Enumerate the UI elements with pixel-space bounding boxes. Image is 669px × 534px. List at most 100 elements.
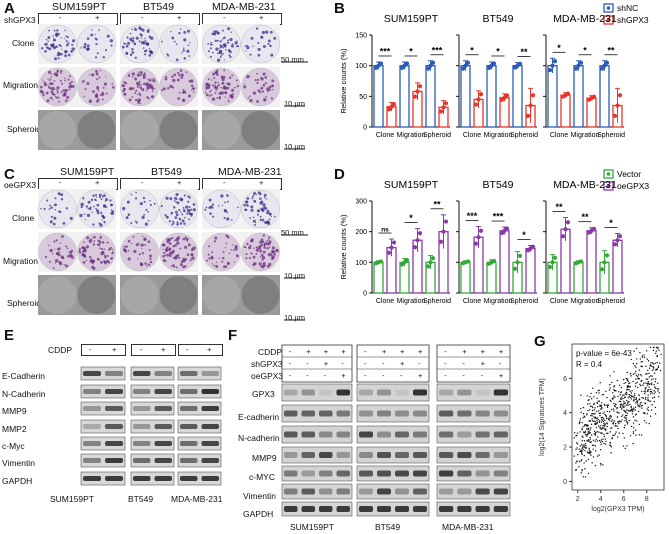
scatter-point (596, 423, 598, 425)
stained-colony (258, 262, 262, 266)
scatter-point (581, 470, 583, 472)
stained-colony (98, 29, 100, 31)
stained-colony (172, 264, 175, 267)
stained-colony (170, 211, 174, 215)
stained-colony (102, 86, 105, 89)
scatter-point (591, 405, 593, 408)
blot-band (336, 431, 350, 438)
stained-colony (210, 89, 213, 91)
stained-colony (205, 87, 208, 90)
data-point (563, 227, 568, 232)
stained-colony (68, 85, 71, 89)
scatter-point (602, 438, 604, 440)
stained-colony (226, 194, 229, 197)
scatter-point (616, 436, 619, 438)
stained-colony (70, 50, 73, 53)
stained-colony (273, 36, 277, 40)
blot-band (336, 452, 350, 458)
stained-colony (267, 241, 272, 245)
scatter-point (621, 408, 623, 410)
panel-f-sign: - (288, 347, 292, 356)
scatter-point (589, 420, 592, 422)
stained-colony (124, 82, 128, 85)
blot-strip (177, 453, 222, 468)
stained-colony (250, 208, 254, 212)
stained-colony (64, 88, 67, 92)
stained-colony (235, 45, 238, 48)
stained-colony (56, 96, 59, 99)
scatter-point (583, 445, 585, 447)
scatter-point (609, 445, 612, 447)
p-value-label: p-value = 6e-43 (576, 349, 632, 358)
stained-colony (262, 257, 265, 259)
stained-colony (256, 81, 259, 85)
blot-band (493, 389, 508, 396)
stained-colony (170, 236, 174, 240)
stained-colony (214, 39, 217, 42)
blot-band (319, 410, 333, 417)
stained-colony (112, 86, 115, 89)
scatter-point (643, 354, 645, 356)
legend-marker (606, 172, 611, 176)
stained-colony (100, 247, 104, 250)
blot-band (336, 470, 350, 477)
blot-band (319, 470, 333, 477)
stained-colony (94, 33, 96, 36)
legend-label: oeGPX3 (617, 181, 649, 191)
stained-colony (83, 213, 86, 215)
stained-colony (259, 249, 263, 253)
stained-colony (263, 99, 266, 102)
panel-a-scale-3: 10 μm (284, 142, 305, 151)
clone-well (159, 189, 198, 229)
spheroid-well (241, 111, 280, 149)
blot-band (475, 506, 490, 512)
stained-colony (95, 70, 98, 73)
stained-colony (187, 29, 190, 33)
blot-band (154, 406, 172, 411)
stained-colony (60, 37, 62, 39)
scatter-point (626, 379, 629, 382)
blot-strip (356, 425, 430, 444)
stained-colony (96, 87, 100, 90)
data-point (476, 235, 481, 240)
stained-colony (62, 221, 66, 225)
scatter-point (628, 410, 630, 412)
blot-strip (436, 465, 511, 482)
stained-colony (44, 255, 48, 259)
blot-band (475, 452, 490, 458)
stained-colony (217, 205, 220, 207)
scatter-point (591, 406, 594, 409)
scatter-point (641, 360, 643, 363)
stained-colony (216, 69, 219, 72)
x-tick-label: 2 (576, 496, 580, 503)
panel-a-row-spheroid: Spheroid (7, 124, 42, 134)
scatter-point (656, 354, 659, 357)
scatter-point (629, 385, 631, 388)
scatter-point (623, 400, 625, 403)
scatter-point (609, 383, 611, 386)
panel-f-sign: + (341, 347, 346, 356)
scatter-point (659, 362, 661, 364)
y-axis-label: Relative counts (%) (339, 48, 348, 114)
stained-colony (209, 47, 212, 50)
scatter-point (625, 414, 627, 417)
stained-colony (173, 40, 176, 43)
stained-colony (221, 260, 224, 263)
x-axis-label: log2(GPX3 TPM) (591, 506, 644, 513)
scatter-point (597, 418, 600, 421)
stained-colony (173, 73, 177, 77)
panel-f-sign: - (418, 359, 421, 368)
scatter-point (623, 409, 625, 412)
panel-f-header-box (436, 344, 511, 383)
blot-band (377, 488, 391, 495)
data-point (441, 105, 446, 110)
blot-band (83, 458, 101, 463)
stained-colony (186, 212, 189, 215)
scatter-point (653, 396, 656, 398)
stained-colony (184, 236, 187, 239)
scatter-point (651, 404, 653, 406)
blot-strip (281, 425, 353, 444)
scatter-point (602, 463, 604, 466)
stained-colony (143, 72, 146, 74)
scatter-point (606, 425, 608, 428)
